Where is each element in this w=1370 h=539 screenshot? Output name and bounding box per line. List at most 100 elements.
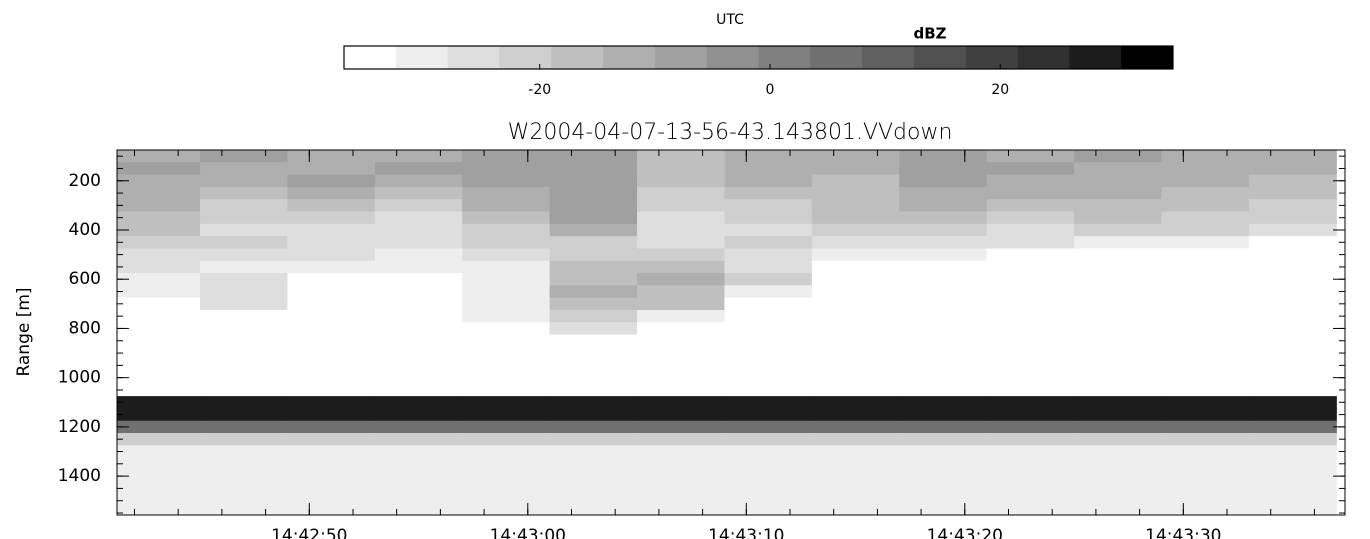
cell — [637, 482, 726, 496]
cell — [1074, 433, 1163, 446]
cell — [899, 482, 988, 496]
cell — [811, 223, 900, 237]
colorbar-tick-label: 20 — [991, 82, 1009, 98]
cell — [374, 482, 463, 496]
cell — [200, 236, 289, 250]
cell — [1074, 420, 1163, 434]
cell — [117, 420, 201, 434]
cell — [374, 309, 463, 323]
cell — [549, 420, 638, 434]
colorbar-swatch — [965, 46, 1019, 69]
cell — [462, 371, 551, 385]
cell — [986, 383, 1075, 397]
cell — [1074, 494, 1163, 508]
cell — [374, 445, 463, 459]
cell — [1161, 469, 1250, 483]
cell — [549, 396, 638, 410]
cell — [986, 211, 1075, 225]
cell — [462, 211, 551, 225]
cell — [899, 420, 988, 434]
cell — [899, 150, 988, 163]
colorbar-swatch — [654, 46, 708, 69]
cell — [986, 469, 1075, 483]
cell — [811, 211, 900, 225]
colorbar-swatch — [1017, 46, 1070, 69]
cell — [374, 285, 463, 299]
y-tick-label: 1400 — [58, 466, 101, 486]
cell — [724, 469, 813, 483]
cell — [986, 162, 1075, 176]
cell — [374, 223, 463, 237]
cell — [724, 273, 813, 286]
cell — [462, 322, 551, 336]
cell — [200, 359, 289, 373]
cell — [287, 408, 376, 422]
cell — [1074, 383, 1163, 397]
cell — [1161, 408, 1250, 422]
cell — [1074, 297, 1163, 311]
cell — [1074, 174, 1163, 188]
cell — [1161, 346, 1250, 360]
cell — [1074, 211, 1163, 225]
cell — [1248, 285, 1337, 299]
x-tick-label: 14:43:10 — [708, 526, 784, 539]
cell — [549, 494, 638, 508]
cell — [549, 236, 638, 250]
cell — [1161, 494, 1250, 508]
cell — [549, 359, 638, 373]
cell — [1248, 457, 1337, 471]
cell — [1248, 297, 1337, 311]
cell — [462, 445, 551, 459]
cell — [1074, 260, 1163, 274]
cell — [811, 297, 900, 311]
cell — [1074, 285, 1163, 299]
cell — [200, 334, 289, 348]
cell — [637, 285, 726, 299]
cell — [287, 150, 376, 163]
cell — [637, 396, 726, 410]
colorbar-swatch — [395, 46, 449, 69]
cell — [462, 199, 551, 213]
cell — [117, 334, 201, 348]
cell — [986, 371, 1075, 385]
cell — [637, 433, 726, 446]
cell — [200, 469, 289, 483]
cell — [637, 408, 726, 422]
cell — [374, 150, 463, 163]
cell — [117, 359, 201, 373]
cell — [549, 309, 638, 323]
cell — [1248, 383, 1337, 397]
colorbar-swatch — [706, 46, 759, 69]
cell — [374, 297, 463, 311]
cell — [287, 420, 376, 434]
x-axis-label: UTC — [716, 12, 744, 28]
cell — [724, 285, 813, 299]
cell — [986, 322, 1075, 336]
cell — [287, 162, 376, 176]
cell — [811, 408, 900, 422]
cell — [724, 371, 813, 385]
cell — [287, 383, 376, 397]
colorbar-swatch — [1121, 46, 1174, 69]
cell — [1248, 211, 1337, 225]
cell — [117, 174, 201, 188]
cell — [462, 260, 551, 274]
cell — [117, 408, 201, 422]
cell — [1248, 359, 1337, 373]
cell — [374, 457, 463, 471]
colorbar-swatch — [810, 46, 863, 69]
cell — [986, 174, 1075, 188]
cell — [200, 309, 289, 323]
cell — [1248, 494, 1337, 508]
cell — [811, 273, 900, 286]
cell — [200, 383, 289, 397]
cell — [549, 248, 638, 262]
cell — [374, 273, 463, 286]
cell — [374, 260, 463, 274]
cell — [811, 482, 900, 496]
cell — [1074, 150, 1163, 163]
cell — [1248, 433, 1337, 446]
cell — [462, 396, 551, 410]
cell — [1248, 482, 1337, 496]
